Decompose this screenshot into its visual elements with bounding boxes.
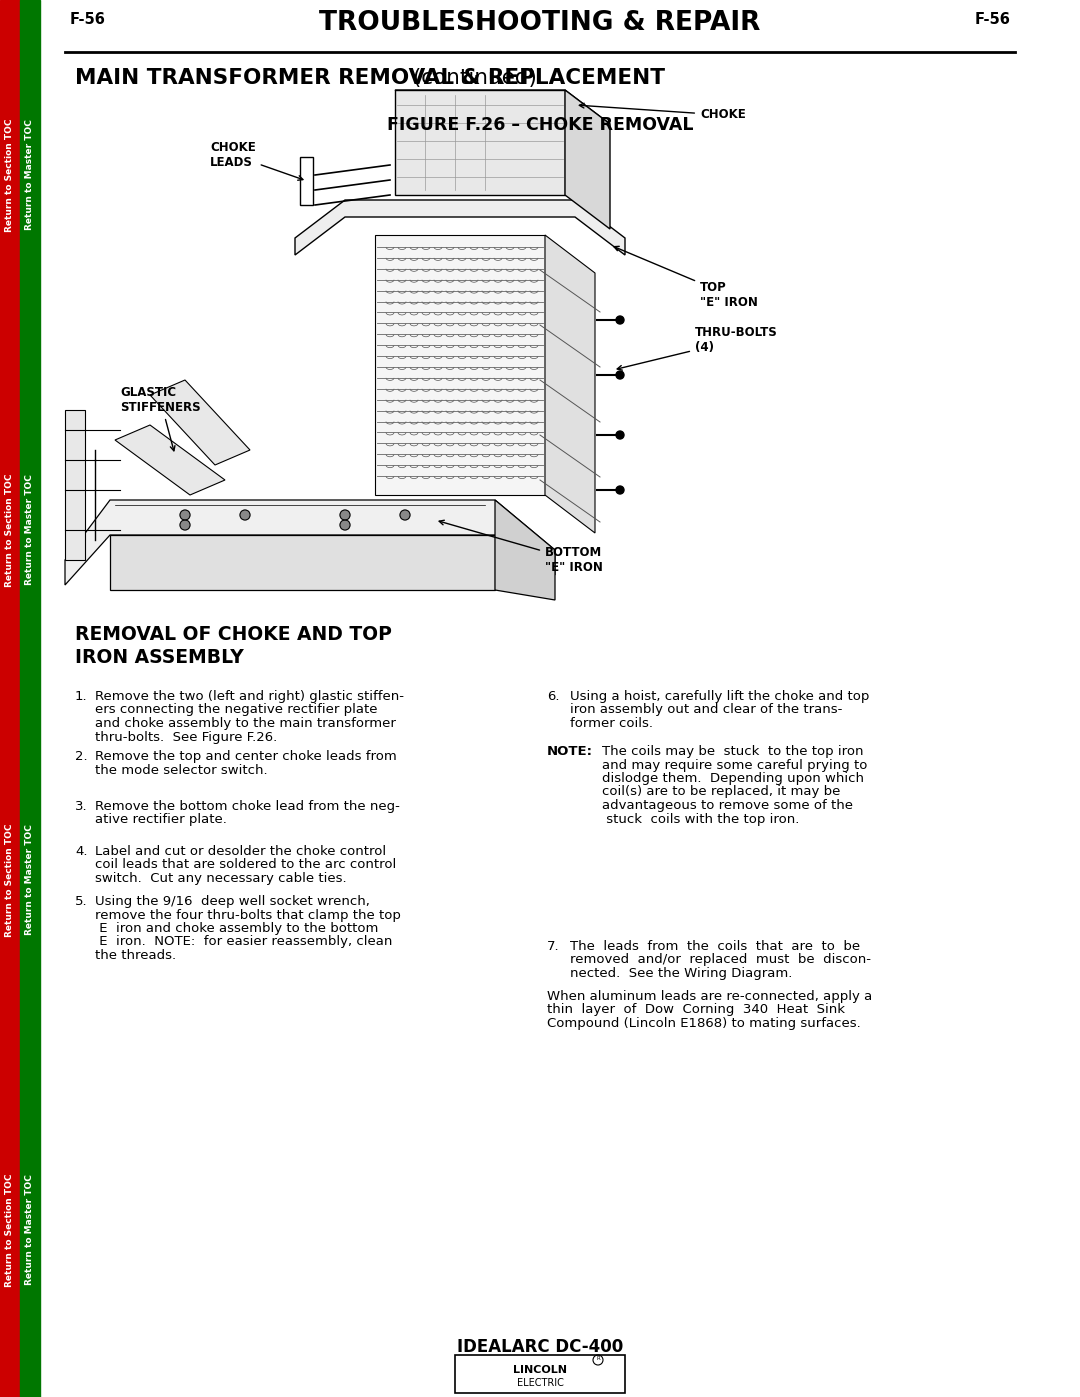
Text: removed  and/or  replaced  must  be  discon-: removed and/or replaced must be discon- [570, 954, 870, 967]
Text: REMOVAL OF CHOKE AND TOP: REMOVAL OF CHOKE AND TOP [75, 624, 392, 644]
Text: Remove the two (left and right) glastic stiffen-: Remove the two (left and right) glastic … [95, 690, 404, 703]
Text: nected.  See the Wiring Diagram.: nected. See the Wiring Diagram. [570, 967, 793, 981]
Text: Return to Master TOC: Return to Master TOC [26, 475, 35, 585]
Text: Return to Section TOC: Return to Section TOC [5, 119, 14, 232]
Text: Using a hoist, carefully lift the choke and top: Using a hoist, carefully lift the choke … [570, 690, 869, 703]
Text: coil(s) are to be replaced, it may be: coil(s) are to be replaced, it may be [602, 785, 840, 799]
Text: Remove the bottom choke lead from the neg-: Remove the bottom choke lead from the ne… [95, 800, 400, 813]
Text: Return to Master TOC: Return to Master TOC [26, 824, 35, 936]
Text: iron assembly out and clear of the trans-: iron assembly out and clear of the trans… [570, 704, 842, 717]
Text: (continued): (continued) [406, 68, 537, 88]
Text: LINCOLN: LINCOLN [513, 1365, 567, 1375]
Text: MAIN TRANSFORMER REMOVAL & REPLACEMENT: MAIN TRANSFORMER REMOVAL & REPLACEMENT [75, 68, 665, 88]
Text: Return to Master TOC: Return to Master TOC [26, 120, 35, 231]
Text: Return to Section TOC: Return to Section TOC [5, 1173, 14, 1287]
Text: 7.: 7. [546, 940, 559, 953]
Text: CHOKE
LEADS: CHOKE LEADS [210, 141, 302, 180]
Bar [21, 0, 40, 1397]
Polygon shape [295, 200, 625, 256]
Text: The  leads  from  the  coils  that  are  to  be: The leads from the coils that are to be [570, 940, 860, 953]
Text: E  iron and choke assembly to the bottom: E iron and choke assembly to the bottom [95, 922, 378, 935]
Circle shape [180, 520, 190, 529]
Text: IRON ASSEMBLY: IRON ASSEMBLY [75, 648, 244, 666]
Text: Using the 9/16  deep well socket wrench,: Using the 9/16 deep well socket wrench, [95, 895, 369, 908]
Text: ELECTRIC: ELECTRIC [516, 1377, 564, 1389]
Text: When aluminum leads are re-connected, apply a: When aluminum leads are re-connected, ap… [546, 990, 873, 1003]
Bar [455, 1355, 625, 1393]
Text: Compound (Lincoln E1868) to mating surfaces.: Compound (Lincoln E1868) to mating surfa… [546, 1017, 861, 1030]
Polygon shape [65, 409, 85, 560]
Polygon shape [495, 500, 555, 599]
Text: and choke assembly to the main transformer: and choke assembly to the main transform… [95, 717, 396, 731]
Circle shape [240, 510, 249, 520]
Text: IDEALARC DC-400: IDEALARC DC-400 [457, 1338, 623, 1356]
Text: F-56: F-56 [974, 13, 1010, 27]
Text: coil leads that are soldered to the arc control: coil leads that are soldered to the arc … [95, 859, 396, 872]
Circle shape [400, 510, 410, 520]
Text: The coils may be  stuck  to the top iron: The coils may be stuck to the top iron [602, 745, 864, 759]
Text: Return to Section TOC: Return to Section TOC [5, 474, 14, 587]
Text: E  iron.  NOTE:  for easier reassembly, clean: E iron. NOTE: for easier reassembly, cle… [95, 936, 392, 949]
Text: BOTTOM
"E" IRON: BOTTOM "E" IRON [440, 520, 603, 574]
Text: 5.: 5. [75, 895, 87, 908]
Text: Label and cut or desolder the choke control: Label and cut or desolder the choke cont… [95, 845, 387, 858]
Text: THRU-BOLTS
(4): THRU-BOLTS (4) [617, 326, 778, 370]
Polygon shape [110, 535, 495, 590]
Text: advantageous to remove some of the: advantageous to remove some of the [602, 799, 853, 812]
Text: TOP
"E" IRON: TOP "E" IRON [615, 246, 758, 309]
Text: CHOKE: CHOKE [579, 103, 746, 122]
Text: dislodge them.  Depending upon which: dislodge them. Depending upon which [602, 773, 864, 785]
Text: stuck  coils with the top iron.: stuck coils with the top iron. [602, 813, 799, 826]
Polygon shape [65, 500, 555, 585]
Text: NOTE:: NOTE: [546, 745, 593, 759]
Circle shape [616, 486, 624, 495]
Text: 1.: 1. [75, 690, 87, 703]
Text: switch.  Cut any necessary cable ties.: switch. Cut any necessary cable ties. [95, 872, 347, 886]
Text: the mode selector switch.: the mode selector switch. [95, 764, 268, 777]
Text: 6.: 6. [546, 690, 559, 703]
Polygon shape [545, 235, 595, 534]
Text: former coils.: former coils. [570, 717, 653, 731]
Circle shape [340, 520, 350, 529]
Polygon shape [395, 89, 610, 124]
Text: R: R [596, 1355, 599, 1361]
Circle shape [616, 432, 624, 439]
Text: Return to Master TOC: Return to Master TOC [26, 1175, 35, 1285]
Circle shape [616, 372, 624, 379]
Polygon shape [150, 380, 249, 465]
Text: FIGURE F.26 – CHOKE REMOVAL: FIGURE F.26 – CHOKE REMOVAL [387, 116, 693, 134]
Text: Return to Section TOC: Return to Section TOC [5, 823, 14, 937]
Text: F-56: F-56 [70, 13, 106, 27]
Text: ative rectifier plate.: ative rectifier plate. [95, 813, 227, 827]
Polygon shape [395, 89, 565, 196]
Text: and may require some careful prying to: and may require some careful prying to [602, 759, 867, 771]
Polygon shape [565, 89, 610, 229]
Text: the threads.: the threads. [95, 949, 176, 963]
Circle shape [180, 510, 190, 520]
Text: GLASTIC
STIFFENERS: GLASTIC STIFFENERS [120, 386, 201, 451]
Text: ers connecting the negative rectifier plate: ers connecting the negative rectifier pl… [95, 704, 378, 717]
Circle shape [616, 316, 624, 324]
Text: remove the four thru-bolts that clamp the top: remove the four thru-bolts that clamp th… [95, 908, 401, 922]
Text: 2.: 2. [75, 750, 87, 763]
Bar [0, 0, 21, 1397]
Polygon shape [375, 235, 545, 495]
Text: TROUBLESHOOTING & REPAIR: TROUBLESHOOTING & REPAIR [320, 10, 760, 36]
Text: 3.: 3. [75, 800, 87, 813]
Text: Remove the top and center choke leads from: Remove the top and center choke leads fr… [95, 750, 396, 763]
Text: thru-bolts.  See Figure F.26.: thru-bolts. See Figure F.26. [95, 731, 278, 743]
Text: 4.: 4. [75, 845, 87, 858]
Polygon shape [114, 425, 225, 495]
Circle shape [340, 510, 350, 520]
Text: thin  layer  of  Dow  Corning  340  Heat  Sink: thin layer of Dow Corning 340 Heat Sink [546, 1003, 845, 1017]
